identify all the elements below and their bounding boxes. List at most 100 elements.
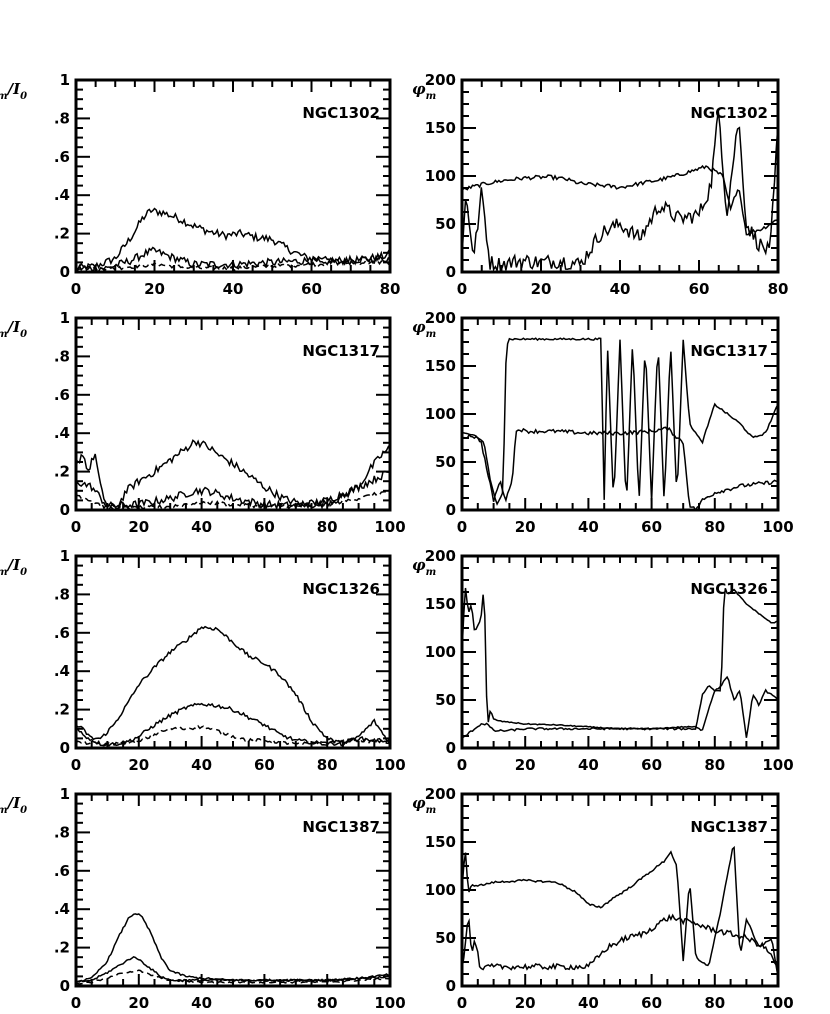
y-tick-label: 1 <box>60 309 70 327</box>
x-tick-label: 0 <box>457 756 467 774</box>
galaxy-label: NGC1326 <box>302 580 380 598</box>
x-tick-label: 80 <box>317 756 338 774</box>
x-tick-label: 80 <box>380 280 401 298</box>
series-line-2 <box>462 426 778 510</box>
y-tick-label: .4 <box>54 662 70 680</box>
y-tick-label: .2 <box>54 701 70 719</box>
y-tick-label: 200 <box>425 785 456 803</box>
y-tick-label: .6 <box>54 624 70 642</box>
y-tick-label: 0 <box>446 263 456 281</box>
x-tick-label: 20 <box>144 280 165 298</box>
chart-panel-ngc1317-phase: 0 20 40 60 80 100 0 50 100 150 200 NGC1317 φm <box>412 309 794 536</box>
chart-panel-ngc1302-amp: 0 20 40 60 80 0 .2 .4 .6 .8 1 NGC1302 Im/I0 <box>0 71 400 298</box>
y-tick-label: .2 <box>54 225 70 243</box>
x-tick-label: 20 <box>531 280 552 298</box>
y-tick-label: 0 <box>60 501 70 519</box>
galaxy-label: NGC1326 <box>690 580 768 598</box>
x-tick-label: 40 <box>578 756 599 774</box>
y-tick-label: 200 <box>425 547 456 565</box>
series-line-2 <box>76 955 390 983</box>
x-tick-label: 100 <box>374 518 405 536</box>
y-tick-label: .6 <box>54 148 70 166</box>
series-group <box>76 913 390 986</box>
galaxy-label: NGC1387 <box>302 818 380 836</box>
y-tick-label: .8 <box>54 585 70 603</box>
y-tick-label: .8 <box>54 347 70 365</box>
x-tick-label: 100 <box>762 756 793 774</box>
x-tick-label: 40 <box>191 994 212 1012</box>
x-tick-label: 40 <box>578 518 599 536</box>
x-tick-label: 100 <box>374 756 405 774</box>
y-axis-label-phase: φm <box>412 318 436 340</box>
x-tick-label: 80 <box>317 518 338 536</box>
galaxy-label: NGC1317 <box>302 342 380 360</box>
y-tick-label: 100 <box>425 881 456 899</box>
x-tick-label: 0 <box>71 994 81 1012</box>
y-tick-label: 100 <box>425 405 456 423</box>
series-line-1 <box>462 845 778 978</box>
series-line-3 <box>76 488 390 510</box>
x-tick-label: 40 <box>610 280 631 298</box>
series-group <box>76 439 390 510</box>
x-tick-label: 100 <box>762 994 793 1012</box>
y-tick-label: .2 <box>54 463 70 481</box>
series-line-3 <box>76 724 390 747</box>
y-axis-label-amplitude: Im/I0 <box>0 556 27 578</box>
y-axis-label-amplitude: Im/I0 <box>0 318 27 340</box>
x-tick-label: 0 <box>71 518 81 536</box>
x-tick-label: 0 <box>71 756 81 774</box>
y-tick-label: .6 <box>54 386 70 404</box>
x-tick-label: 20 <box>515 518 536 536</box>
x-tick-label: 100 <box>762 518 793 536</box>
y-axis-label-amplitude: Im/I0 <box>0 794 27 816</box>
x-tick-label: 80 <box>704 756 725 774</box>
y-tick-label: 50 <box>435 453 456 471</box>
x-tick-label: 40 <box>191 518 212 536</box>
y-tick-label: 150 <box>425 119 456 137</box>
x-tick-label: 0 <box>457 280 467 298</box>
y-axis-label-phase: φm <box>412 556 436 578</box>
y-tick-label: .8 <box>54 109 70 127</box>
x-tick-label: 80 <box>704 518 725 536</box>
chart-panel-ngc1326-phase: 0 20 40 60 80 100 0 50 100 150 200 NGC1326 φm <box>412 547 794 774</box>
chart-panel-ngc1387-phase: 0 20 40 60 80 100 0 50 100 150 200 NGC1387 φm <box>412 785 794 1012</box>
x-tick-label: 20 <box>515 756 536 774</box>
y-tick-label: 1 <box>60 71 70 89</box>
x-tick-label: 0 <box>457 994 467 1012</box>
x-tick-label: 60 <box>254 518 275 536</box>
x-tick-label: 60 <box>641 994 662 1012</box>
y-tick-label: 0 <box>446 501 456 519</box>
series-line-1 <box>462 587 778 732</box>
x-tick-label: 0 <box>457 518 467 536</box>
x-tick-label: 80 <box>704 994 725 1012</box>
y-axis-label-phase: φm <box>412 794 436 816</box>
y-tick-label: 200 <box>425 71 456 89</box>
chart-panel-ngc1317-amp: 0 20 40 60 80 100 0 .2 .4 .6 .8 1 NGC1317 Im/I0 <box>0 309 406 536</box>
series-line-1 <box>462 337 778 506</box>
chart-panel-ngc1387-amp: 0 20 40 60 80 100 0 .2 .4 .6 .8 1 NGC1387 Im/I0 <box>0 785 406 1012</box>
y-tick-label: .4 <box>54 424 70 442</box>
x-tick-label: 60 <box>641 756 662 774</box>
series-group <box>76 625 390 747</box>
x-tick-label: 20 <box>128 756 149 774</box>
series-line-2 <box>76 246 390 272</box>
y-tick-label: 0 <box>60 977 70 995</box>
x-tick-label: 0 <box>71 280 81 298</box>
series-group <box>462 845 778 978</box>
y-tick-label: 50 <box>435 215 456 233</box>
galaxy-label: NGC1302 <box>302 104 380 122</box>
series-group <box>462 587 778 739</box>
chart-panel-ngc1302-phase: 0 20 40 60 80 0 50 100 150 200 NGC1302 φm <box>412 71 788 298</box>
y-tick-label: 150 <box>425 595 456 613</box>
x-tick-label: 40 <box>578 994 599 1012</box>
y-axis-label-phase: φm <box>412 80 436 102</box>
x-tick-label: 20 <box>515 994 536 1012</box>
galaxy-label: NGC1387 <box>690 818 768 836</box>
x-tick-label: 80 <box>768 280 789 298</box>
x-tick-label: 20 <box>128 994 149 1012</box>
panels-group: 0 20 40 60 80 0 .2 .4 .6 .8 1 NGC1302 Im/I0 0 20 40 60 80… <box>0 71 794 1012</box>
series-line-2 <box>462 913 778 971</box>
y-tick-label: .8 <box>54 823 70 841</box>
x-tick-label: 60 <box>301 280 322 298</box>
